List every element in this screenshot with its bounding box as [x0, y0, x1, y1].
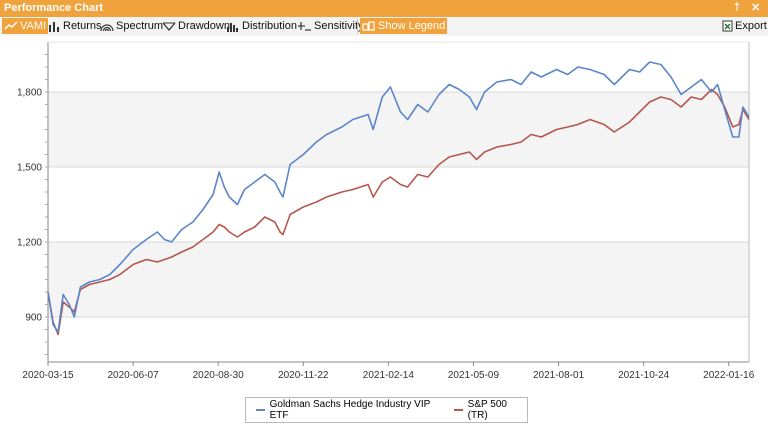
- sensitivity-icon: [298, 21, 311, 31]
- performance-chart: 900 1,200 1,500 1,800 2020-03-15 2020-06-07 20…: [17, 41, 755, 381]
- returns-label: Returns: [63, 20, 102, 32]
- legend-swatch-red: [454, 409, 463, 411]
- x-tick-label: 2020-11-22: [278, 370, 329, 381]
- legend-label-gs: Goldman Sachs Hedge Industry VIP ETF: [269, 399, 431, 421]
- legend-label-sp: S&P 500 (TR): [467, 399, 507, 421]
- x-tick-label: 2021-08-01: [533, 370, 585, 381]
- x-tick-label: 2020-03-15: [22, 370, 74, 381]
- x-tick-label: 2021-02-14: [363, 370, 415, 381]
- export-button[interactable]: Export: [720, 18, 768, 34]
- show-legend-label: Show Legend: [378, 20, 446, 32]
- x-tick-label: 2021-05-09: [448, 370, 500, 381]
- toolbar-separator: [357, 19, 358, 34]
- chart-band: [48, 92, 749, 167]
- legend-item-sp: S&P 500 (TR): [454, 399, 527, 421]
- show-legend-button[interactable]: Show Legend: [360, 18, 448, 34]
- export-icon: [722, 20, 733, 32]
- distribution-icon: [227, 22, 238, 32]
- spectrum-label: Spectrum: [116, 20, 164, 32]
- close-icon[interactable]: ✕: [751, 2, 761, 14]
- chart-toolbar: VAMI Returns Spectrum Drawdown Distribut…: [0, 17, 768, 36]
- vami-button[interactable]: VAMI: [2, 18, 49, 34]
- distribution-button[interactable]: Distribution: [224, 18, 299, 34]
- chart-band: [48, 242, 749, 317]
- x-tick-label: 2020-08-30: [193, 370, 245, 381]
- spectrum-icon: [100, 23, 114, 31]
- drawdown-icon: [162, 22, 176, 31]
- x-tick-label: 2020-06-07: [108, 370, 160, 381]
- series-line-gs: [47, 61, 750, 333]
- sensitivity-label: Sensitivity: [314, 20, 364, 32]
- legend-item-gs: Goldman Sachs Hedge Industry VIP ETF: [256, 399, 444, 421]
- y-tick-label: 1,200: [17, 238, 42, 249]
- legend-icon: [362, 20, 375, 31]
- sensitivity-button[interactable]: Sensitivity: [296, 18, 366, 34]
- x-tick-label: 2021-10-24: [618, 370, 670, 381]
- pin-icon[interactable]: †: [734, 1, 741, 13]
- y-tick-label: 1,500: [17, 163, 42, 174]
- vami-label: VAMI: [20, 20, 47, 32]
- bar-chart-icon: [49, 21, 59, 32]
- series-line-sp: [47, 88, 750, 336]
- window-title: Performance Chart: [4, 2, 104, 14]
- legend-swatch-blue: [256, 409, 265, 411]
- window-titlebar: Performance Chart † ✕: [0, 0, 768, 17]
- export-label: Export: [735, 20, 767, 32]
- y-tick-label: 1,800: [17, 88, 42, 99]
- line-chart-icon: [4, 21, 18, 30]
- y-tick-label: 900: [25, 313, 42, 324]
- drawdown-button[interactable]: Drawdown: [160, 18, 232, 34]
- spectrum-button[interactable]: Spectrum: [98, 18, 165, 34]
- x-tick-label: 2022-01-16: [703, 370, 755, 381]
- drawdown-label: Drawdown: [178, 20, 230, 32]
- chart-legend: Goldman Sachs Hedge Industry VIP ETF S&P…: [245, 397, 528, 423]
- chart-area: 900 1,200 1,500 1,800 2020-03-15 2020-06-07 20…: [0, 36, 768, 438]
- returns-button[interactable]: Returns: [46, 18, 104, 34]
- distribution-label: Distribution: [242, 20, 298, 32]
